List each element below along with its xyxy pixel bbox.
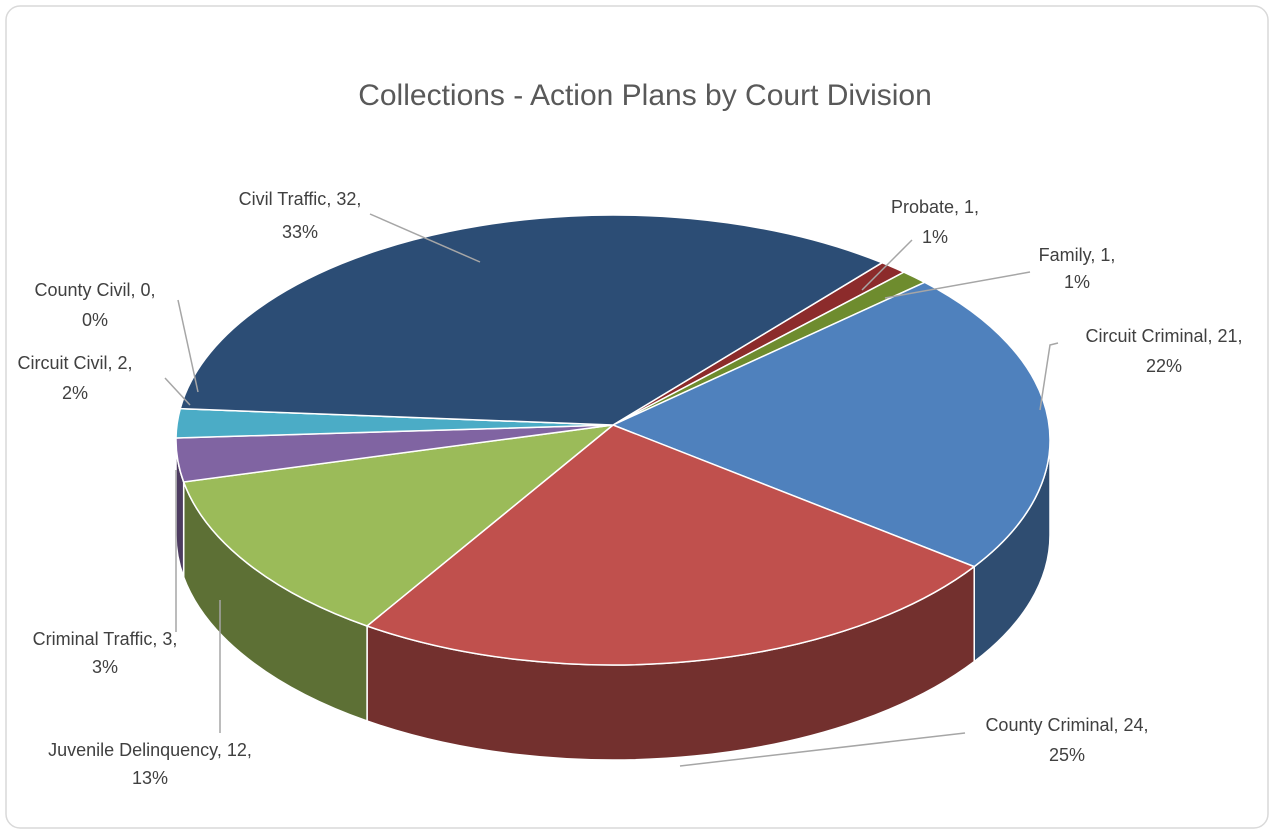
category-label: Circuit Criminal	[1085, 326, 1207, 346]
value-label: 1	[1100, 245, 1110, 265]
leader-line	[177, 299, 199, 393]
leader-line	[679, 732, 966, 767]
percent-label: 1%	[1064, 272, 1090, 292]
value-label: 1	[964, 197, 974, 217]
percent-label: 33%	[282, 222, 318, 242]
leader-line	[1039, 342, 1059, 411]
data-label: Civil Traffic, 32,	[239, 189, 362, 209]
data-label: Circuit Criminal, 21,	[1085, 326, 1242, 346]
separator: ,	[1238, 326, 1243, 346]
separator: ,	[326, 189, 336, 209]
category-label: Family	[1039, 245, 1092, 265]
category-label: County Civil	[34, 280, 130, 300]
pie-slice	[611, 281, 1051, 568]
separator: ,	[247, 740, 252, 760]
category-label: Circuit Civil	[17, 353, 107, 373]
value-label: 0	[141, 280, 151, 300]
category-label: County Criminal	[985, 715, 1113, 735]
separator: ,	[1110, 245, 1115, 265]
value-label: 3	[162, 629, 172, 649]
value-label: 24	[1124, 715, 1144, 735]
data-label: County Criminal, 24,	[985, 715, 1148, 735]
chart-title: Collections - Action Plans by Court Divi…	[358, 79, 932, 112]
data-label: Circuit Civil, 2,	[17, 353, 132, 373]
percent-label: 13%	[132, 768, 168, 788]
data-labels: Probate, 1,1%Family, 1,1%Circuit Crimina…	[17, 189, 1242, 788]
data-label: Juvenile Delinquency, 12,	[48, 740, 252, 760]
leader-line	[861, 239, 913, 291]
percent-label: 1%	[922, 227, 948, 247]
value-label: 32	[336, 189, 356, 209]
percent-label: 3%	[92, 657, 118, 677]
separator: ,	[1090, 245, 1100, 265]
separator: ,	[217, 740, 227, 760]
data-label: Family, 1,	[1039, 245, 1116, 265]
category-label: Criminal Traffic	[33, 629, 153, 649]
percent-label: 22%	[1146, 356, 1182, 376]
category-label: Juvenile Delinquency	[48, 740, 218, 760]
leader-line	[164, 377, 191, 406]
separator: ,	[356, 189, 361, 209]
leader-line	[369, 213, 481, 263]
category-label: Probate	[891, 197, 954, 217]
pie-slice	[182, 423, 616, 627]
data-label: Probate, 1,	[891, 197, 979, 217]
value-label: 12	[227, 740, 247, 760]
category-label: Civil Traffic	[239, 189, 327, 209]
percent-label: 0%	[82, 310, 108, 330]
percent-label: 25%	[1049, 745, 1085, 765]
leader-line	[884, 271, 1031, 299]
separator: ,	[1207, 326, 1217, 346]
separator: ,	[151, 280, 156, 300]
value-label: 21	[1217, 326, 1237, 346]
separator: ,	[130, 280, 140, 300]
separator: ,	[128, 353, 133, 373]
separator: ,	[1144, 715, 1149, 735]
pie-tops	[175, 214, 1051, 666]
separator: ,	[974, 197, 979, 217]
percent-label: 2%	[62, 383, 88, 403]
separator: ,	[954, 197, 964, 217]
separator: ,	[107, 353, 117, 373]
data-label: County Civil, 0,	[34, 280, 155, 300]
pie-slice	[365, 424, 976, 666]
value-label: 2	[117, 353, 127, 373]
data-label: Criminal Traffic, 3,	[33, 629, 178, 649]
separator: ,	[172, 629, 177, 649]
separator: ,	[1113, 715, 1123, 735]
separator: ,	[152, 629, 162, 649]
pie-slice	[179, 214, 884, 426]
